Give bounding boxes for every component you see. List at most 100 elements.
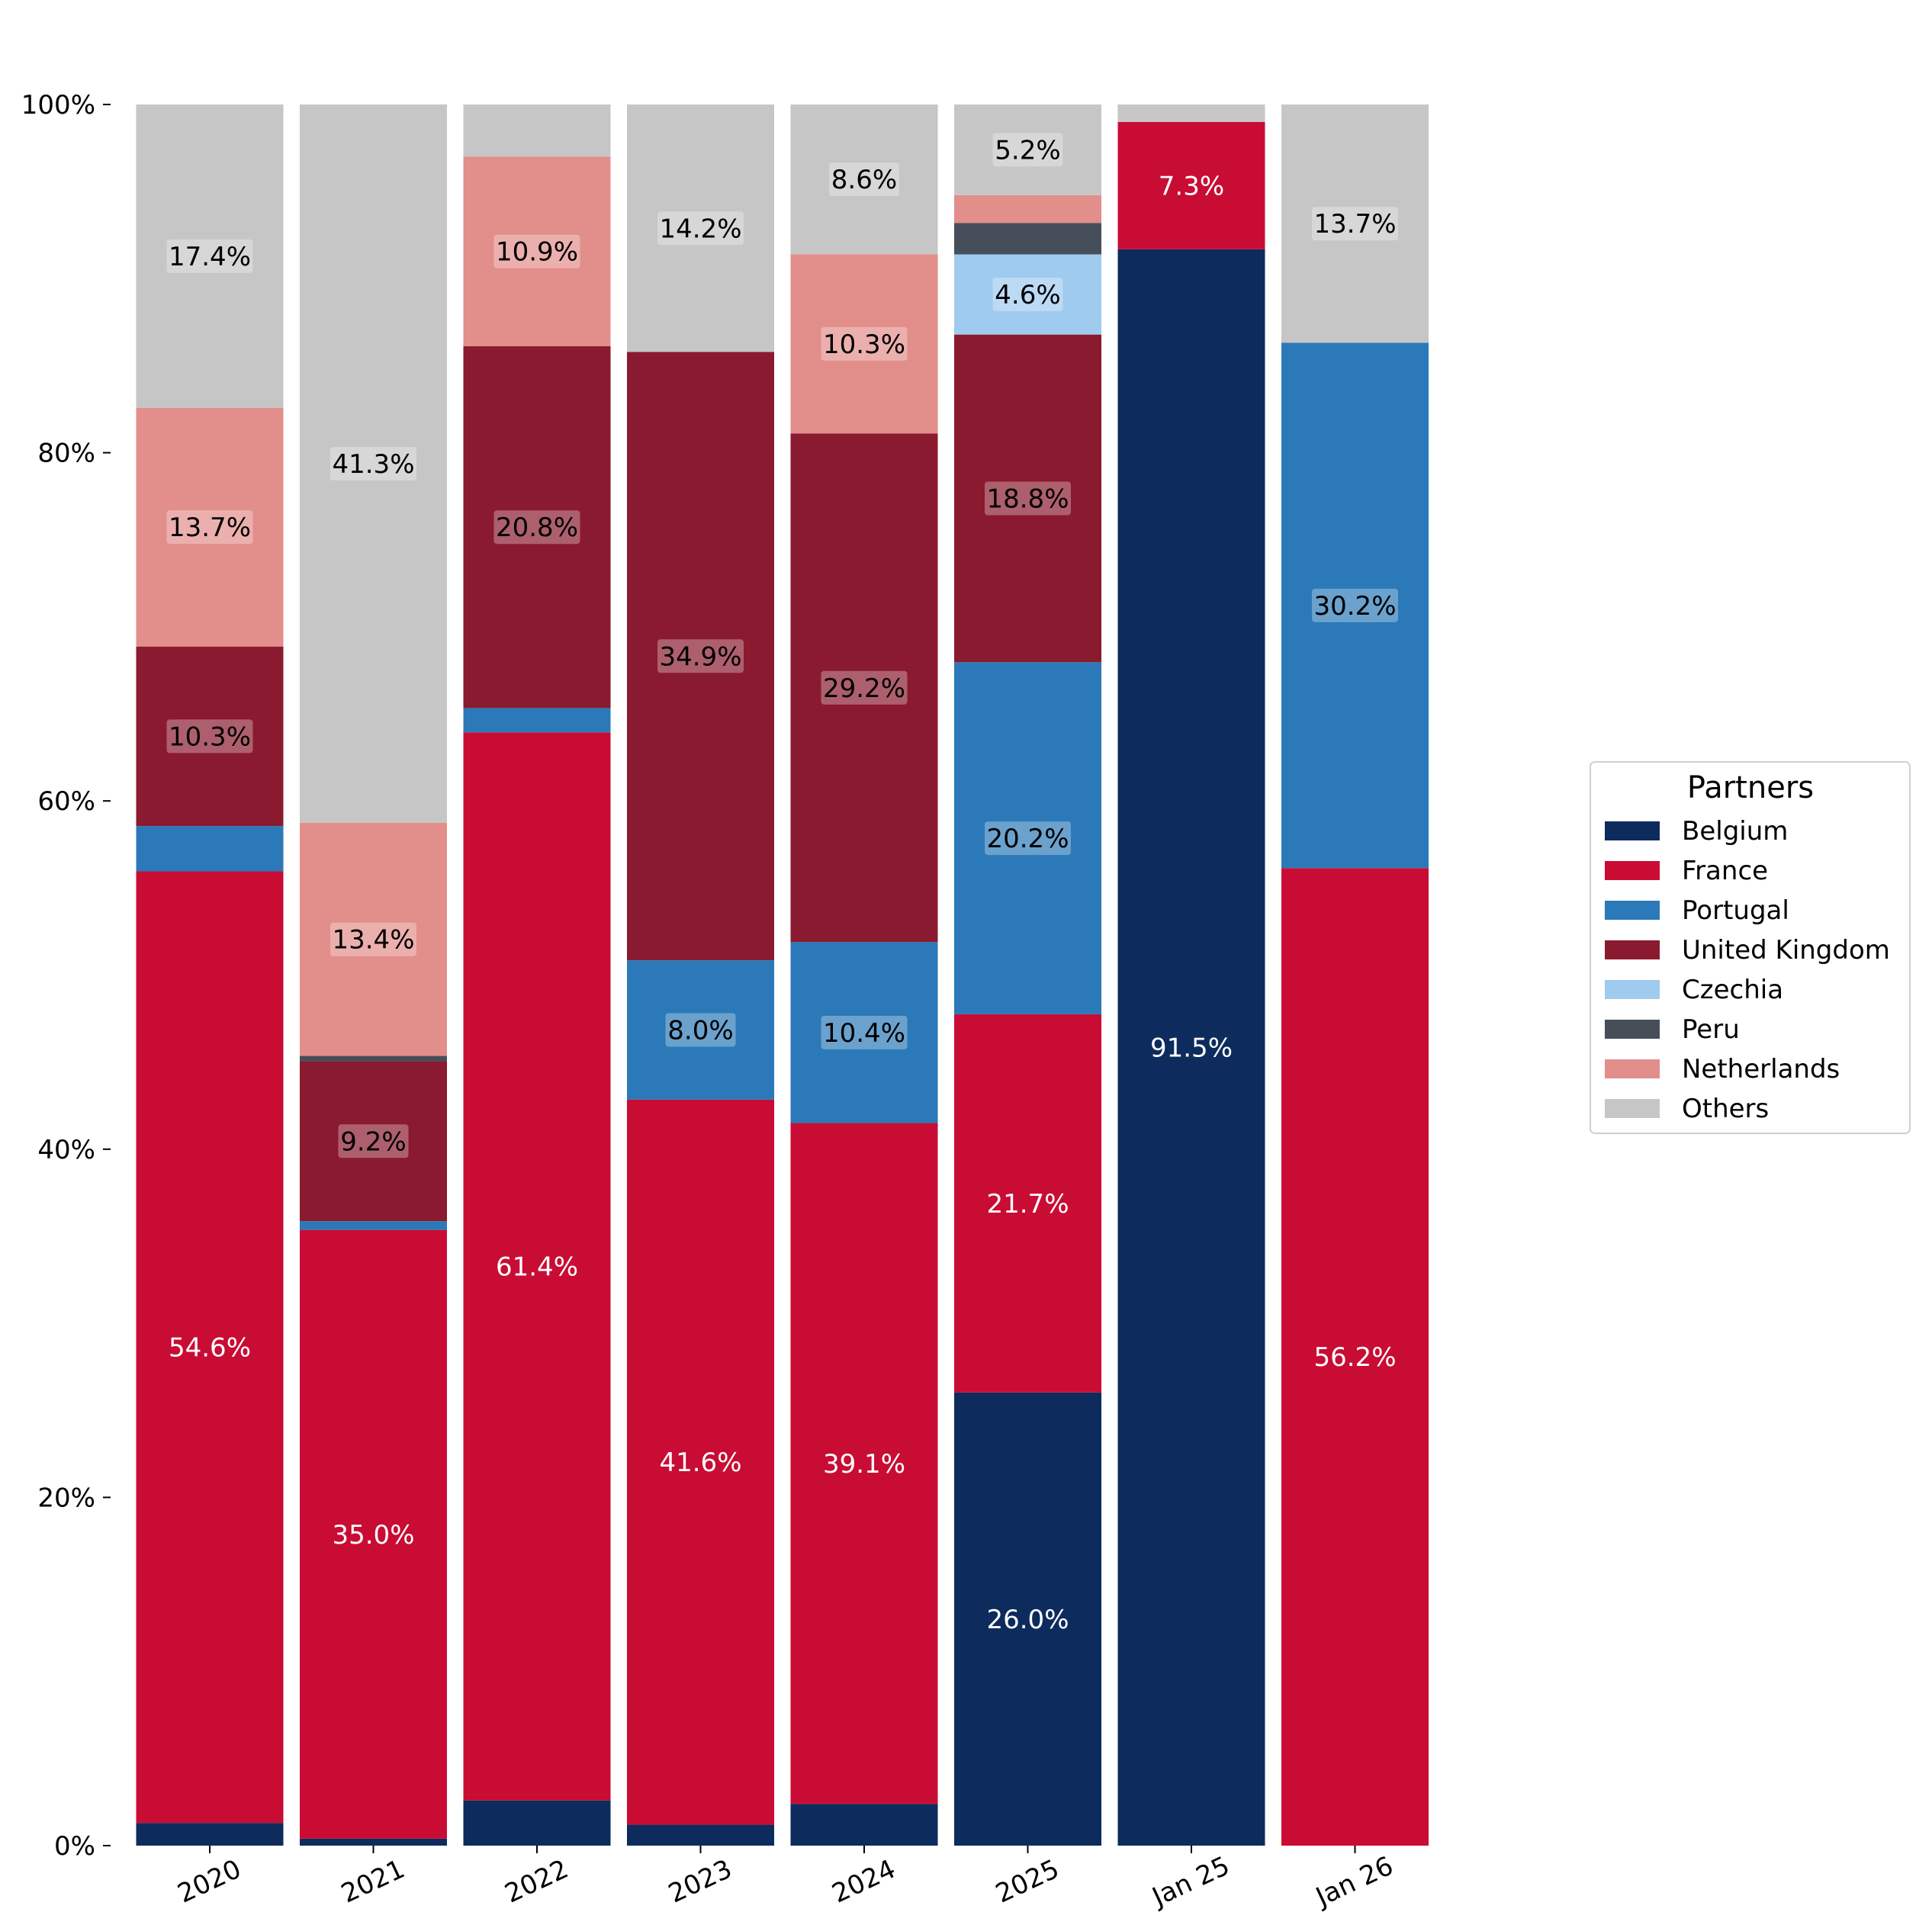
legend: Partners Belgium France Portugal United Kin… — [1590, 761, 1911, 1134]
bar-segment-france-2021 — [300, 1229, 447, 1839]
data-label-portugal-jan-26: 30.2% — [1313, 591, 1396, 622]
bar-segment-netherlands-2025 — [954, 194, 1101, 223]
data-label-background — [821, 1015, 908, 1049]
data-label-france-2020: 54.6% — [169, 1332, 251, 1363]
data-label-united-kingdom-2025: 18.8% — [986, 484, 1069, 514]
legend-swatch-france — [1605, 861, 1660, 880]
legend-swatch-netherlands — [1605, 1059, 1660, 1078]
data-label-background — [338, 1124, 409, 1158]
legend-label-united-kingdom: United Kingdom — [1682, 935, 1890, 966]
bar-segment-belgium-2021 — [300, 1838, 447, 1846]
bar-segment-france-jan-26 — [1281, 868, 1429, 1846]
legend-swatch-united-kingdom — [1605, 940, 1660, 959]
bar-segment-others-2023 — [627, 104, 774, 352]
bar-segment-portugal-jan-26 — [1281, 342, 1429, 869]
bar-segment-others-2021 — [300, 104, 447, 823]
x-tick-label-jan-26: Jan 26 — [1310, 1850, 1398, 1913]
legend-label-france: France — [1682, 856, 1768, 886]
data-label-portugal-2023: 8.0% — [667, 1015, 733, 1046]
bar-segment-others-jan-25 — [1117, 104, 1265, 122]
bar-segment-netherlands-2022 — [463, 156, 611, 347]
bar-segment-france-2023 — [627, 1099, 774, 1825]
data-label-others-2023: 14.2% — [659, 214, 741, 244]
data-label-background — [665, 1013, 736, 1047]
bar-segment-peru-2025 — [954, 223, 1101, 255]
bar-segment-others-2020 — [136, 104, 284, 408]
bar-segment-others-jan-26 — [1281, 104, 1429, 343]
x-tick-label-2021: 2021 — [336, 1854, 409, 1910]
data-label-background — [166, 239, 253, 273]
bar-labels: 54.6% 10.3% 13.7% 17.4% 35.0% 9.2% 13.4% 41.3% 6… — [166, 133, 1398, 1635]
data-label-united-kingdom-2021: 9.2% — [340, 1126, 406, 1157]
y-tick-label: 60% — [37, 786, 95, 817]
legend-label-belgium: Belgium — [1682, 816, 1788, 847]
y-axis: 0% 20% 40% 60% 80% 100% — [21, 90, 111, 1862]
bar-segment-portugal-2022 — [463, 708, 611, 733]
data-label-united-kingdom-2023: 34.9% — [659, 641, 741, 672]
bar-segment-united-kingdom-2020 — [136, 646, 284, 827]
bar-segment-netherlands-2024 — [790, 254, 938, 434]
data-label-france-2021: 35.0% — [332, 1520, 414, 1550]
x-axis: 2020 2021 2022 2023 2024 2025 Jan 25 Jan 26 — [173, 1846, 1398, 1914]
x-tick-label-2020: 2020 — [173, 1854, 246, 1910]
data-label-netherlands-2022: 10.9% — [496, 237, 578, 268]
data-label-united-kingdom-2020: 10.3% — [169, 721, 251, 752]
bar-segment-peru-2021 — [300, 1056, 447, 1062]
legend-swatch-peru — [1605, 1020, 1660, 1039]
data-label-background — [992, 133, 1063, 167]
data-label-belgium-jan-25: 91.5% — [1150, 1033, 1233, 1063]
data-label-portugal-2025: 20.2% — [986, 824, 1069, 854]
bar-segment-portugal-2024 — [790, 942, 938, 1123]
data-label-background — [1312, 207, 1398, 241]
bar-segment-others-2024 — [790, 104, 938, 255]
data-label-background — [985, 821, 1071, 856]
data-label-background — [992, 278, 1063, 312]
bar-segment-france-2024 — [790, 1123, 938, 1804]
data-label-others-2025: 5.2% — [995, 135, 1060, 165]
legend-label-peru: Peru — [1682, 1014, 1740, 1045]
bar-segment-united-kingdom-2022 — [463, 346, 611, 709]
x-tick-label-2025: 2025 — [991, 1854, 1063, 1910]
x-tick-label-2022: 2022 — [500, 1854, 573, 1910]
data-label-background — [493, 234, 580, 268]
bar-segment-others-2025 — [954, 104, 1101, 195]
bar-segment-belgium-2025 — [954, 1392, 1101, 1846]
data-label-others-2021: 41.3% — [332, 449, 414, 480]
data-label-background — [821, 670, 908, 705]
data-label-czechia-2025: 4.6% — [995, 280, 1060, 310]
data-label-background — [166, 719, 253, 754]
bar-segment-united-kingdom-2025 — [954, 334, 1101, 663]
legend-label-netherlands: Netherlands — [1682, 1054, 1840, 1084]
bar-segment-netherlands-2021 — [300, 822, 447, 1056]
legend-swatch-czechia — [1605, 980, 1660, 999]
bar-segment-others-2022 — [463, 104, 611, 157]
x-tick-label-jan-25: Jan 25 — [1146, 1850, 1234, 1913]
bar-segment-belgium-2022 — [463, 1800, 611, 1846]
data-label-france-2024: 39.1% — [823, 1449, 905, 1480]
x-tick-label-2023: 2023 — [664, 1854, 736, 1910]
bar-segment-portugal-2023 — [627, 960, 774, 1100]
bar-segment-netherlands-2020 — [136, 407, 284, 647]
bar-segment-united-kingdom-2021 — [300, 1061, 447, 1222]
bar-segment-portugal-2021 — [300, 1221, 447, 1230]
data-label-netherlands-2024: 10.3% — [823, 329, 905, 360]
data-label-background — [1312, 588, 1398, 622]
data-label-france-jan-26: 56.2% — [1313, 1342, 1396, 1373]
y-tick-label: 100% — [21, 90, 95, 120]
data-label-others-2020: 17.4% — [169, 242, 251, 272]
data-label-background — [330, 446, 416, 480]
bar-segment-united-kingdom-2024 — [790, 433, 938, 943]
x-tick-label-2024: 2024 — [828, 1854, 900, 1910]
data-label-netherlands-2021: 13.4% — [332, 925, 414, 956]
data-label-united-kingdom-2022: 20.8% — [496, 513, 578, 543]
data-label-united-kingdom-2024: 29.2% — [823, 673, 905, 704]
data-label-france-2022: 61.4% — [496, 1252, 578, 1283]
data-label-others-2024: 8.6% — [831, 165, 897, 195]
legend-label-portugal: Portugal — [1682, 895, 1789, 926]
bar-segment-portugal-2025 — [954, 662, 1101, 1014]
y-tick-label: 40% — [37, 1135, 95, 1165]
bar-segment-belgium-jan-25 — [1117, 249, 1265, 1846]
bar-segment-portugal-2020 — [136, 826, 284, 872]
data-label-background — [330, 922, 416, 956]
